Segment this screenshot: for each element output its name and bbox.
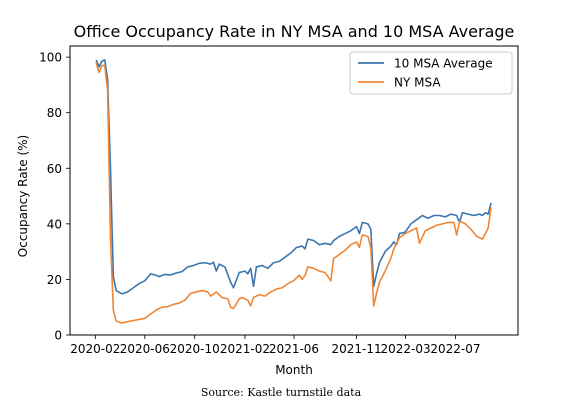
series-line-1 xyxy=(95,62,492,324)
y-tick-label: 100 xyxy=(39,51,62,65)
x-tick-label: 2021-11 xyxy=(331,342,381,356)
y-tick-label: 0 xyxy=(54,329,62,343)
legend-label: NY MSA xyxy=(394,76,441,90)
legend-box xyxy=(349,51,513,95)
legend: 10 MSA Average NY MSA xyxy=(349,51,513,95)
y-tick-label: 20 xyxy=(47,273,62,287)
y-tick-label: 80 xyxy=(47,106,62,120)
legend-label: 10 MSA Average xyxy=(394,57,493,71)
x-tick-label: 2022-03 xyxy=(381,342,431,356)
x-tick-label: 2021-02 xyxy=(220,342,270,356)
y-axis-label: Occupancy Rate (%) xyxy=(16,135,30,257)
x-tick-label: 2020-02 xyxy=(70,342,120,356)
plot-area xyxy=(95,59,492,324)
y-axis: 0 20 40 60 80 100 xyxy=(39,51,70,343)
x-tick-label: 2020-10 xyxy=(170,342,220,356)
x-tick-label: 2021-06 xyxy=(269,342,319,356)
x-axis-label: Month xyxy=(275,363,313,377)
x-tick-label: 2022-07 xyxy=(430,342,480,356)
y-tick-label: 40 xyxy=(47,217,62,231)
x-tick-label: 2020-06 xyxy=(120,342,170,356)
source-note: Source: Kastle turnstile data xyxy=(200,386,362,399)
chart-title: Office Occupancy Rate in NY MSA and 10 M… xyxy=(74,22,515,41)
series-line-0 xyxy=(95,59,492,295)
y-tick-label: 60 xyxy=(47,162,62,176)
